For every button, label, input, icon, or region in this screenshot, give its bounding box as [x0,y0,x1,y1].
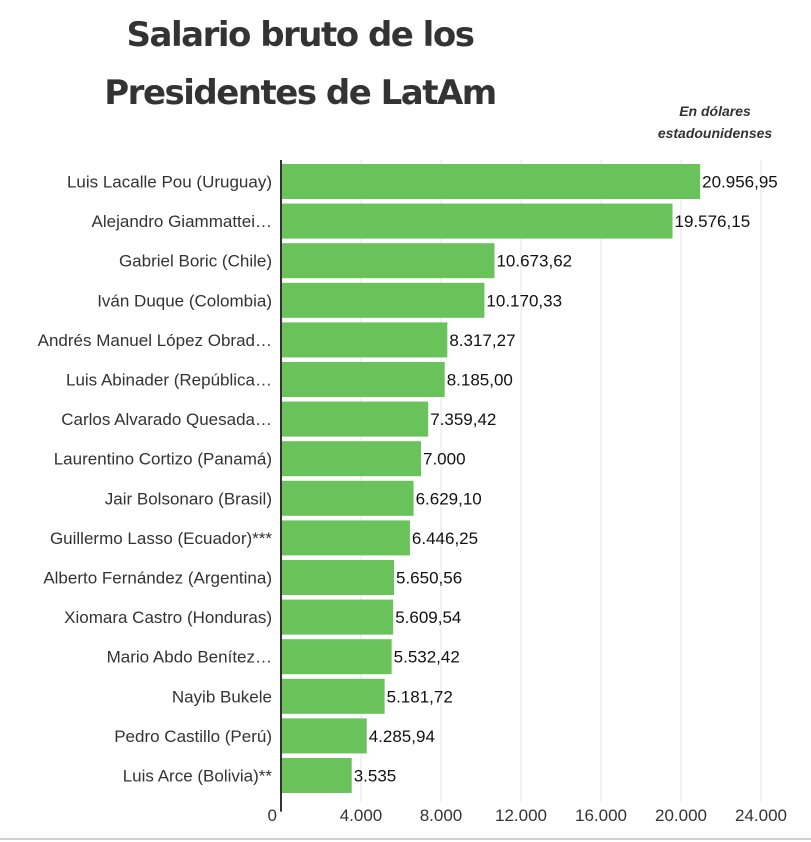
category-label: Nayib Bukele [172,687,272,706]
x-tick-label: 8.000 [420,806,463,825]
bar [281,401,429,437]
x-tick-label: 20.000 [655,806,707,825]
bar [281,282,485,318]
category-label: Pedro Castillo (Perú) [114,727,272,746]
x-tick-label: 0 [268,806,277,825]
value-label: 5.181,72 [387,687,453,706]
category-label: Guillermo Lasso (Ecuador)*** [50,529,272,548]
category-label: Luis Lacalle Pou (Uruguay) [67,173,272,192]
value-label: 5.650,56 [396,569,462,588]
bar [281,164,701,199]
value-label: 3.535 [354,767,397,786]
value-label: 19.576,15 [675,212,751,231]
value-label: 8.185,00 [447,371,513,390]
chart-title-line-1: Salario bruto de los [126,15,475,55]
category-label: Laurentino Cortizo (Panamá) [54,450,272,469]
bar [281,678,385,714]
value-label: 7.000 [423,450,466,469]
bar [281,639,392,675]
value-label: 6.629,10 [416,489,482,508]
x-tick-label: 24.000 [735,806,787,825]
category-label: Andrés Manuel López Obrad… [38,331,272,350]
bar [281,322,448,358]
category-label: Mario Abdo Benítez… [107,648,272,667]
value-label: 10.673,62 [496,252,572,271]
value-label: 6.446,25 [412,529,478,548]
bar [281,520,410,556]
bar [281,441,421,477]
value-label: 20.956,95 [702,173,778,192]
bar [281,362,445,397]
value-label: 10.170,33 [486,291,562,310]
bar [281,560,395,595]
category-label: Alberto Fernández (Argentina) [43,569,272,588]
bar [281,599,394,635]
x-tick-label: 4.000 [340,806,383,825]
bar [281,758,352,793]
value-label: 7.359,42 [430,410,496,429]
x-tick-label: 16.000 [575,806,627,825]
x-tick-label: 12.000 [495,806,547,825]
category-label: Luis Arce (Bolivia)** [123,767,273,786]
category-label: Xiomara Castro (Honduras) [64,608,272,627]
bar [281,203,673,239]
category-label: Alejandro Giammattei… [92,212,272,231]
value-label: 5.609,54 [395,608,461,627]
value-label: 4.285,94 [369,727,435,746]
bottom-divider [0,838,811,840]
unit-note-line-2: estadounidenses [657,125,773,141]
chart-title-line-2: Presidentes de LatAm [104,73,497,113]
category-label: Jair Bolsonaro (Brasil) [105,489,272,508]
bar [281,243,495,279]
category-label: Iván Duque (Colombia) [97,291,272,310]
value-label: 5.532,42 [394,648,460,667]
category-label: Carlos Alvarado Quesada… [61,410,272,429]
category-label: Luis Abinader (República… [66,371,272,390]
unit-note-line-1: En dólares [679,103,751,119]
bar [281,718,367,754]
bar [281,480,414,516]
category-label: Gabriel Boric (Chile) [119,252,272,271]
value-label: 8.317,27 [449,331,515,350]
unit-note: En dólares estadounidenses [630,100,800,144]
